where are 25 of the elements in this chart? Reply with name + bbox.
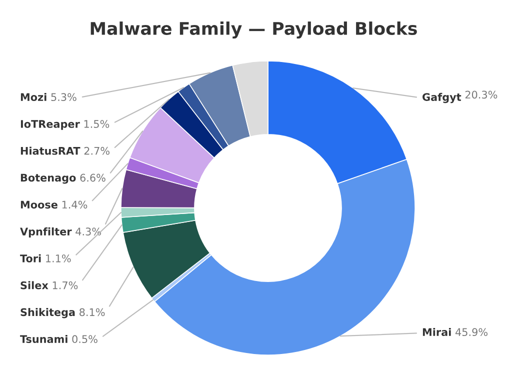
- data-label: 2.7%: [84, 146, 110, 155]
- slice-label: Silex: [20, 281, 48, 290]
- data-label: 8.1%: [80, 308, 105, 316]
- slice-label: Mozi: [20, 92, 46, 102]
- data-label: 20.3%: [465, 90, 498, 99]
- slice-label: Gafgyt: [422, 92, 462, 104]
- data-label: 6.6%: [80, 174, 106, 182]
- slice-label: Moose: [20, 200, 58, 209]
- slice-label: Tori: [20, 254, 41, 262]
- slice-label: IoTReaper: [20, 120, 80, 130]
- slice-label: HiatusRAT: [20, 146, 80, 155]
- data-label: 4.3%: [76, 228, 101, 236]
- slice-label: Botenago: [20, 174, 76, 184]
- slice-label: Shikitega: [20, 308, 75, 318]
- data-label: 0.5%: [72, 335, 98, 344]
- data-label: 1.4%: [62, 200, 88, 209]
- data-label: 1.5%: [84, 120, 110, 128]
- slice-label: Tsunami: [20, 334, 68, 344]
- data-label: 1.1%: [46, 254, 71, 262]
- data-label: 45.9%: [455, 328, 488, 336]
- data-label: 5.3%: [51, 93, 76, 102]
- slice-label: Vpnfilter: [20, 227, 72, 238]
- data-label: 1.7%: [52, 281, 78, 290]
- slice-label: Mirai: [422, 328, 451, 336]
- chart-title: Malware Family — Payload Blocks: [90, 22, 417, 38]
